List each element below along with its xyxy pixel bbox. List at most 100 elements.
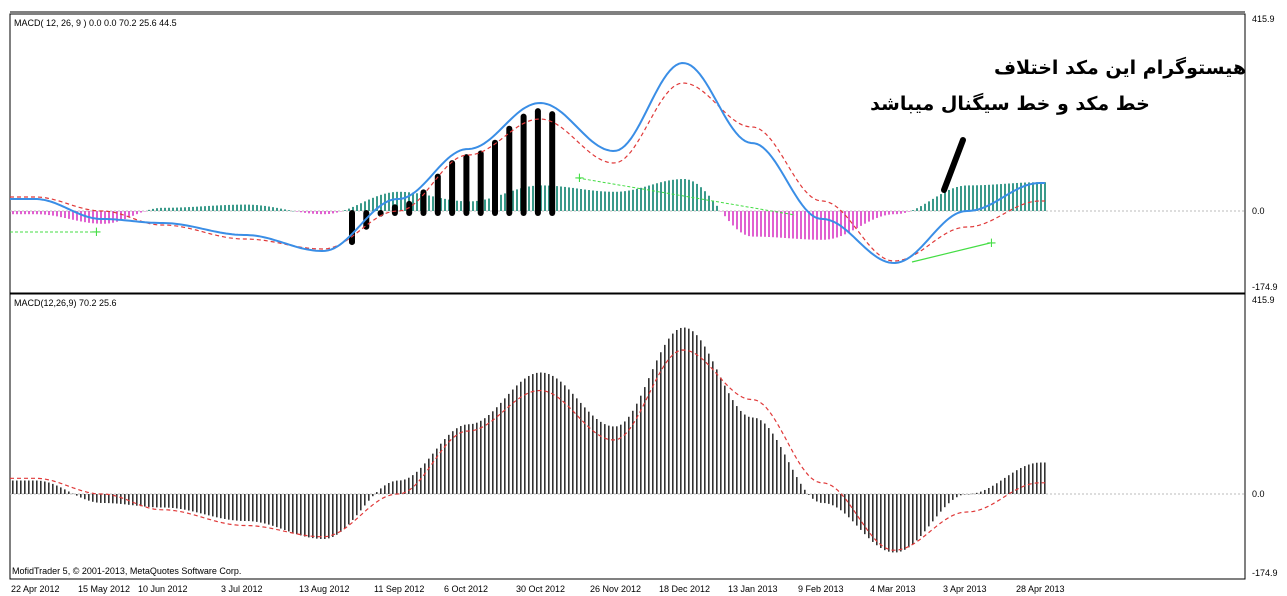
- bottom-histogram-bar: [412, 475, 414, 494]
- bottom-histogram-bar: [328, 494, 330, 539]
- top-histogram-bar: [768, 211, 770, 237]
- top-histogram-bar: [860, 211, 862, 226]
- bottom-histogram-bar: [524, 378, 526, 494]
- top-histogram-bar: [776, 211, 778, 238]
- bottom-histogram-bar: [60, 487, 62, 494]
- bottom-histogram-bar: [276, 494, 278, 528]
- bottom-histogram-bar: [508, 393, 510, 494]
- copyright-text: MofidTrader 5, © 2001-2013, MetaQuotes S…: [12, 566, 241, 576]
- bottom-histogram-bar: [500, 402, 502, 494]
- bottom-histogram-bar: [460, 426, 462, 494]
- bottom-histogram-bar: [856, 494, 858, 526]
- bottom-histogram-bar: [476, 422, 478, 494]
- bottom-histogram-bar: [288, 494, 290, 532]
- bottom-histogram-bar: [580, 402, 582, 494]
- top-histogram-bar: [1040, 182, 1042, 211]
- bottom-histogram-bar: [772, 433, 774, 494]
- top-histogram-bar: [848, 211, 850, 233]
- top-histogram: [12, 179, 1046, 240]
- top-histogram-bar: [1012, 183, 1014, 211]
- bottom-histogram-bar: [28, 480, 30, 494]
- bottom-histogram-bar: [220, 494, 222, 519]
- bottom-histogram-bar: [712, 361, 714, 494]
- bottom-histogram-bar: [496, 407, 498, 494]
- top-histogram-bar: [144, 211, 146, 212]
- top-histogram-bar: [372, 197, 374, 211]
- top-histogram-bar: [16, 211, 18, 215]
- top-histogram-bar: [320, 211, 322, 215]
- top-histogram-bar: [780, 211, 782, 238]
- top-histogram-bar: [392, 192, 394, 211]
- bottom-histogram-bar: [268, 494, 270, 525]
- bottom-histogram-bar: [208, 494, 210, 516]
- bottom-histogram-bar: [448, 434, 450, 494]
- top-histogram-bar: [236, 204, 238, 211]
- top-histogram-bar: [288, 210, 290, 211]
- bottom-histogram-bar: [820, 494, 822, 503]
- top-histogram-bar: [856, 211, 858, 229]
- bottom-histogram-bar: [224, 494, 226, 519]
- top-histogram-bar: [600, 191, 602, 211]
- top-histogram-bar: [840, 211, 842, 237]
- top-histogram-bar: [256, 205, 258, 211]
- bottom-histogram-bar: [964, 494, 966, 495]
- top-histogram-bar: [808, 211, 810, 240]
- bottom-histogram-bar: [1040, 462, 1042, 494]
- top-histogram-bar: [96, 211, 98, 224]
- top-histogram-bar: [900, 211, 902, 214]
- top-histogram-bar: [976, 185, 978, 211]
- top-histogram-bar: [612, 191, 614, 211]
- top-histogram-bar: [448, 199, 450, 211]
- bottom-histogram-bar: [260, 494, 262, 523]
- bottom-histogram-bar: [840, 494, 842, 511]
- top-histogram-bar: [40, 211, 42, 215]
- top-histogram-bar: [672, 179, 674, 211]
- bottom-histogram-bar: [252, 494, 254, 522]
- top-histogram-bar: [260, 205, 262, 211]
- top-histogram-bar: [36, 211, 38, 215]
- top-histogram-bar: [252, 204, 254, 211]
- top-histogram-bar: [52, 211, 54, 216]
- bottom-histogram-bar: [968, 493, 970, 495]
- bottom-histogram-bar: [400, 480, 402, 494]
- top-histogram-bar: [156, 208, 158, 211]
- top-histogram-bar: [184, 207, 186, 211]
- top-histogram-bar: [476, 200, 478, 211]
- top-histogram-bar: [364, 201, 366, 211]
- top-histogram-bar: [656, 183, 658, 211]
- top-histogram-bar: [64, 211, 66, 218]
- bottom-histogram-bar: [788, 462, 790, 494]
- top-histogram-bar: [640, 187, 642, 211]
- top-histogram-bar: [56, 211, 58, 217]
- bottom-histogram-bar: [24, 480, 26, 494]
- bottom-histogram-bar: [456, 428, 458, 494]
- bottom-histogram-bar: [572, 393, 574, 494]
- top-histogram-bar: [68, 211, 70, 219]
- top-histogram-bar: [168, 207, 170, 211]
- bottom-histogram-bar: [784, 454, 786, 494]
- x-tick-label: 3 Apr 2013: [943, 584, 987, 594]
- top-histogram-bar: [192, 206, 194, 211]
- top-histogram-bar: [864, 211, 866, 224]
- bottom-histogram-bar: [764, 423, 766, 494]
- x-tick-label: 26 Nov 2012: [590, 584, 641, 594]
- top-histogram-bar: [76, 211, 78, 221]
- top-histogram-bar: [736, 211, 738, 230]
- top-histogram-bar: [12, 211, 14, 215]
- annotation-line-1: هیستوگرام این مکد اختلاف: [994, 56, 1246, 79]
- top-histogram-bar: [212, 205, 214, 211]
- bottom-histogram-bar: [80, 494, 82, 498]
- top-histogram-bar: [588, 190, 590, 211]
- top-histogram-bar: [956, 186, 958, 211]
- bottom-histogram-bar: [908, 494, 910, 548]
- top-histogram-bar: [604, 191, 606, 211]
- bottom-histogram-bar: [96, 494, 98, 503]
- bottom-histogram-bar: [816, 494, 818, 502]
- top-histogram-bar: [556, 186, 558, 211]
- bottom-histogram-bar: [36, 480, 38, 494]
- bottom-histogram-bar: [912, 494, 914, 545]
- top-histogram-bar: [300, 211, 302, 213]
- bottom-histogram-bar: [48, 482, 50, 494]
- top-histogram-bar: [828, 211, 830, 240]
